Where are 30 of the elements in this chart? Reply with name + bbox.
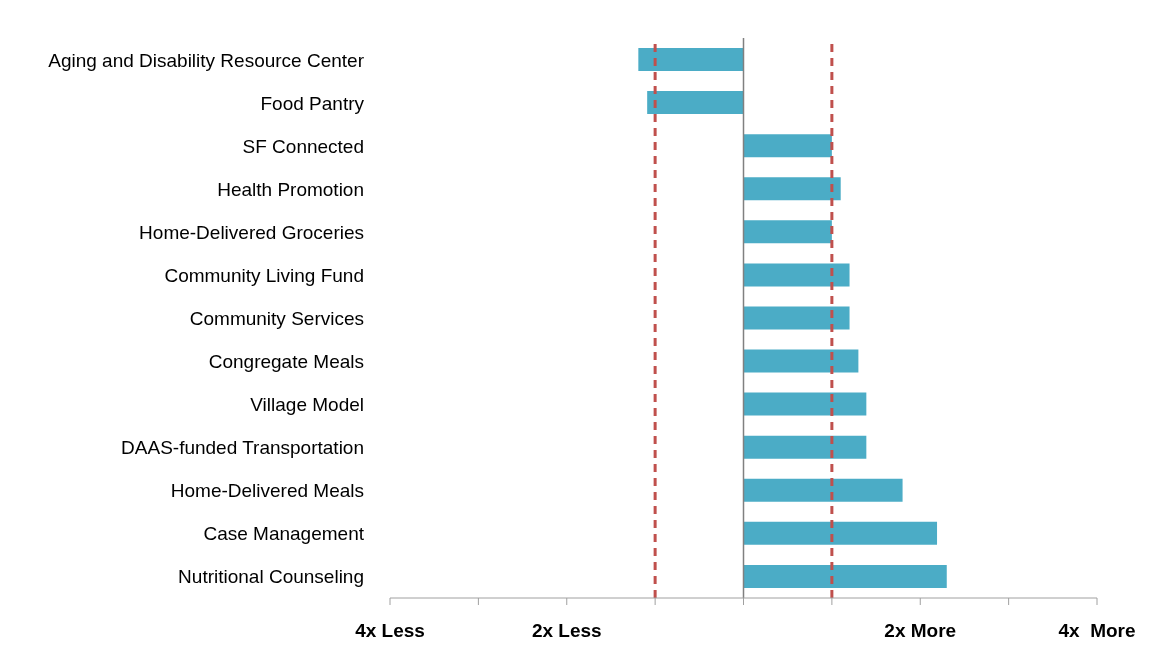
x-tick-label: 4x More: [1058, 620, 1136, 641]
bar: [743, 564, 947, 588]
bar: [743, 134, 832, 158]
bar: [638, 48, 744, 71]
bar: [743, 521, 938, 545]
x-tick-label: 4x Less: [355, 620, 425, 641]
y-tick-label: Nutritional Counseling: [178, 566, 364, 588]
y-tick-label: Village Model: [250, 394, 364, 416]
y-tick-label: Home-Delivered Groceries: [139, 221, 364, 243]
y-tick-label: Health Promotion: [217, 178, 364, 200]
x-tick-label: 2x More: [884, 620, 957, 641]
bar: [743, 478, 903, 502]
bar: [743, 392, 867, 416]
y-tick-label: Home-Delivered Meals: [170, 480, 364, 502]
y-tick-label: Case Management: [203, 523, 365, 545]
x-tick-label: 2x Less: [531, 620, 602, 641]
y-tick-label: Community Living Fund: [164, 264, 364, 286]
bar: [743, 177, 841, 201]
y-tick-label: Aging and Disability Resource Center: [48, 49, 365, 71]
y-tick-label: Food Pantry: [260, 92, 365, 114]
bar: [743, 349, 859, 373]
y-tick-label: DAAS-funded Transportation: [121, 437, 364, 459]
bar: [743, 306, 850, 330]
bar: [743, 220, 832, 244]
y-tick-label: Congregate Meals: [208, 351, 364, 373]
bar: [743, 435, 867, 459]
y-tick-label: Community Services: [189, 308, 364, 329]
y-tick-label: SF Connected: [242, 135, 364, 157]
bar: [743, 263, 850, 287]
bar: [647, 91, 744, 115]
